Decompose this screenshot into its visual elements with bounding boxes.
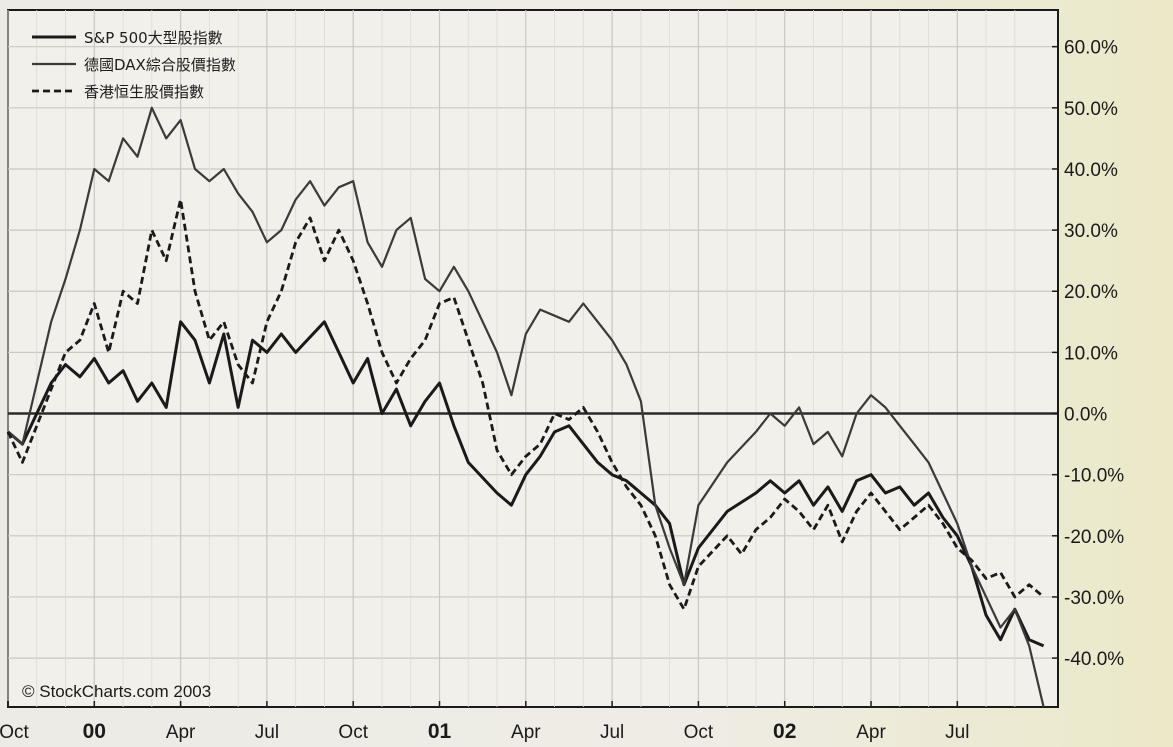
y-tick-label-5: 10.0% xyxy=(1064,343,1118,364)
plot-area xyxy=(7,9,1059,708)
credit-text: © StockCharts.com 2003 xyxy=(22,682,211,701)
x-tick-label-1: 00 xyxy=(83,720,106,743)
legend-label-1: 德國DAX綜合股價指數 xyxy=(84,56,236,74)
series-line-2 xyxy=(6,198,1045,611)
x-tick-label-9: 02 xyxy=(773,720,796,743)
x-tick-label-2: Apr xyxy=(166,722,196,743)
y-tick-label-8: -20.0% xyxy=(1064,527,1124,548)
y-axis: 60.0% 50.0% 40.0% 30.0% 20.0% 10.0% 0.0% -10.0%… xyxy=(1052,38,1124,670)
x-axis: Oct 00 Apr Jul Oct 01 Apr Jul Oct 02 Apr Jul xyxy=(0,701,969,743)
y-tick-label-3: 30.0% xyxy=(1064,221,1118,242)
x-tick-label-8: Oct xyxy=(684,722,714,743)
y-tick-label-7: -10.0% xyxy=(1064,466,1124,487)
series-line-1 xyxy=(7,106,1045,708)
y-tick-label-1: 50.0% xyxy=(1064,99,1118,120)
y-tick-label-9: -30.0% xyxy=(1064,588,1124,609)
x-tick-label-11: Jul xyxy=(945,722,969,743)
y-tick-label-2: 40.0% xyxy=(1064,160,1118,181)
x-tick-label-6: Apr xyxy=(511,722,541,743)
y-tick-label-0: 60.0% xyxy=(1064,38,1118,59)
x-tick-label-5: 01 xyxy=(428,720,452,743)
x-tick-label-7: Jul xyxy=(600,722,624,743)
grid xyxy=(7,10,1058,707)
x-tick-label-10: Apr xyxy=(856,722,886,743)
x-tick-label-0: Oct xyxy=(0,722,29,743)
y-tick-label-6: 0.0% xyxy=(1064,405,1107,426)
legend-label-0: S&P 500大型股指數 xyxy=(84,29,223,47)
series-line-0 xyxy=(7,320,1045,648)
x-tick-label-3: Jul xyxy=(255,722,279,743)
series-layer xyxy=(6,106,1045,708)
y-tick-label-4: 20.0% xyxy=(1064,282,1118,303)
y-tick-label-10: -40.0% xyxy=(1064,649,1124,670)
x-tick-label-4: Oct xyxy=(338,722,368,743)
legend-label-2: 香港恒生股價指數 xyxy=(84,83,204,101)
